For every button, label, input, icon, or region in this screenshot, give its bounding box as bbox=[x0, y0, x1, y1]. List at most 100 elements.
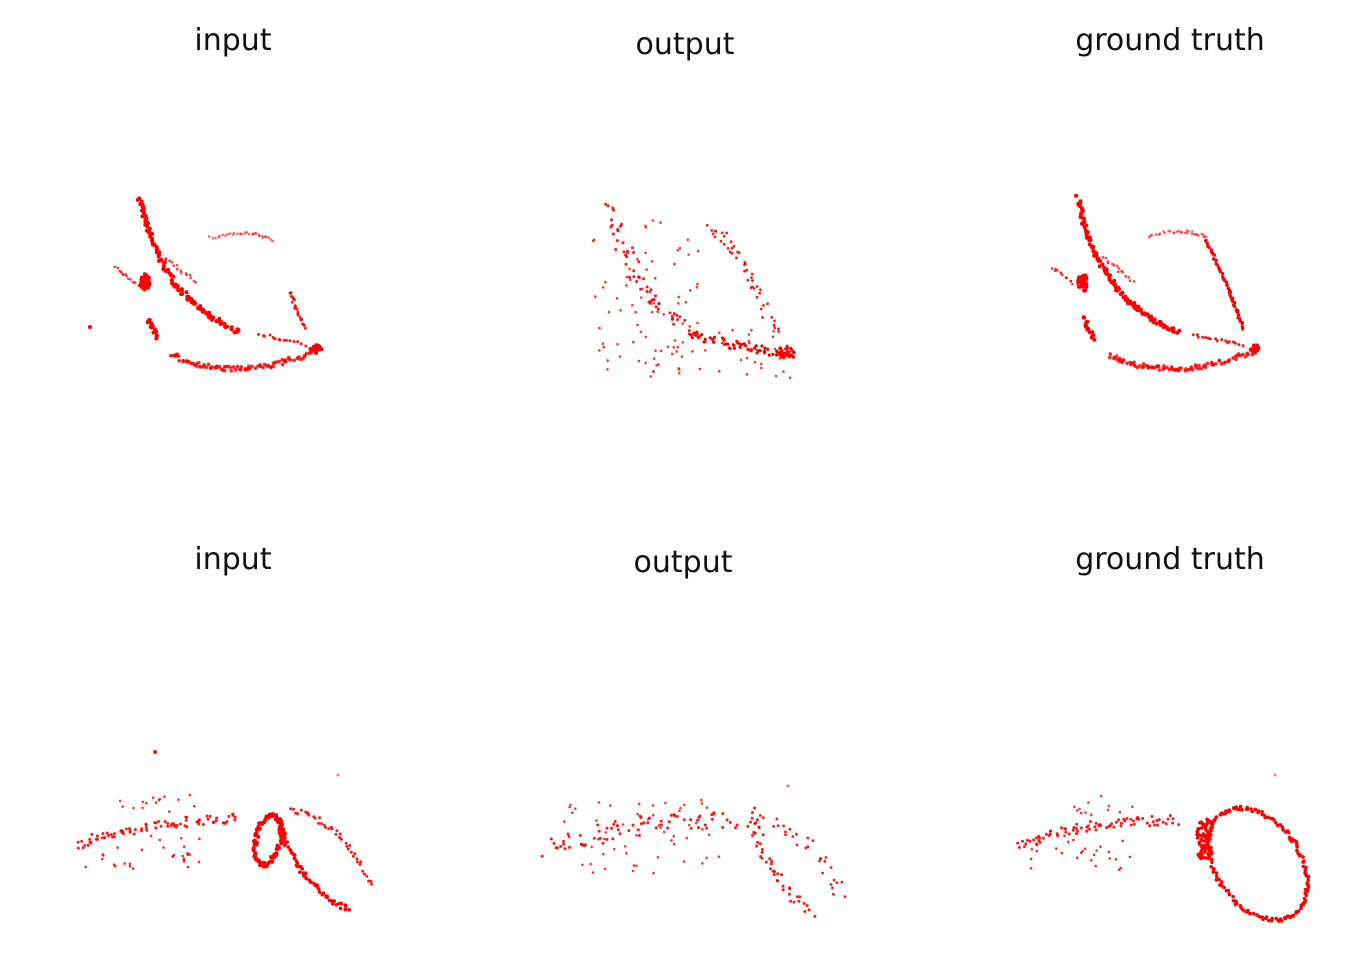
point bbox=[1212, 867, 1216, 871]
point bbox=[100, 836, 104, 840]
point bbox=[771, 335, 775, 339]
point bbox=[750, 816, 754, 820]
point bbox=[1107, 275, 1112, 280]
point bbox=[659, 221, 662, 224]
point bbox=[676, 345, 679, 349]
point bbox=[1073, 805, 1076, 809]
point bbox=[1251, 911, 1256, 916]
point bbox=[1093, 825, 1097, 829]
point bbox=[1240, 321, 1244, 326]
point bbox=[589, 862, 592, 866]
point bbox=[568, 805, 571, 809]
point bbox=[632, 269, 636, 273]
point bbox=[754, 821, 758, 825]
point bbox=[296, 340, 300, 344]
point bbox=[606, 359, 609, 362]
point bbox=[1165, 365, 1169, 370]
point bbox=[1232, 304, 1237, 309]
point bbox=[772, 330, 775, 333]
point bbox=[1141, 365, 1146, 369]
point bbox=[750, 328, 753, 332]
point bbox=[252, 839, 256, 844]
point bbox=[728, 250, 732, 254]
point bbox=[735, 823, 739, 827]
point bbox=[750, 272, 754, 276]
point bbox=[762, 816, 765, 820]
point-cloud-2-2 bbox=[540, 784, 847, 918]
point bbox=[1304, 865, 1308, 870]
point bbox=[607, 310, 611, 314]
point bbox=[654, 294, 657, 298]
point bbox=[101, 832, 105, 835]
point bbox=[775, 879, 779, 883]
point bbox=[1214, 815, 1219, 819]
point bbox=[183, 824, 187, 828]
point bbox=[650, 298, 654, 302]
point bbox=[1117, 266, 1121, 270]
point bbox=[1115, 820, 1118, 824]
point bbox=[146, 280, 151, 285]
point bbox=[1231, 806, 1236, 810]
point-cloud-2-3 bbox=[1016, 773, 1311, 923]
point bbox=[1209, 865, 1213, 869]
point bbox=[1202, 235, 1205, 239]
point bbox=[684, 301, 688, 304]
point bbox=[103, 836, 107, 840]
point bbox=[1117, 818, 1121, 822]
point bbox=[140, 829, 143, 833]
point bbox=[631, 823, 635, 827]
point bbox=[339, 901, 344, 906]
point bbox=[700, 802, 704, 805]
point bbox=[787, 892, 791, 896]
point bbox=[172, 822, 176, 826]
point bbox=[1119, 824, 1123, 828]
point bbox=[154, 336, 159, 341]
point bbox=[1132, 280, 1136, 283]
point bbox=[1138, 307, 1143, 312]
point bbox=[1243, 909, 1248, 914]
point bbox=[611, 232, 615, 236]
point bbox=[1250, 809, 1255, 814]
point bbox=[1067, 832, 1071, 836]
point bbox=[605, 837, 609, 841]
point bbox=[1207, 839, 1211, 843]
point bbox=[652, 302, 655, 305]
point bbox=[1169, 229, 1172, 233]
point bbox=[1162, 324, 1167, 328]
point bbox=[1074, 193, 1079, 198]
point bbox=[1220, 338, 1224, 342]
point bbox=[1065, 276, 1068, 279]
point bbox=[1049, 829, 1052, 833]
point bbox=[1063, 834, 1066, 838]
point bbox=[1162, 364, 1166, 368]
point bbox=[1171, 821, 1175, 825]
point bbox=[731, 342, 735, 346]
point bbox=[344, 841, 348, 845]
point bbox=[215, 816, 219, 820]
point bbox=[1154, 233, 1158, 236]
point bbox=[219, 367, 224, 372]
point bbox=[1115, 264, 1119, 268]
point bbox=[680, 355, 684, 359]
point bbox=[83, 844, 87, 847]
point bbox=[157, 820, 160, 823]
point bbox=[232, 231, 236, 235]
point bbox=[675, 313, 679, 317]
point bbox=[1029, 857, 1033, 861]
point bbox=[712, 335, 717, 339]
point bbox=[768, 867, 772, 871]
point bbox=[139, 275, 144, 280]
point bbox=[788, 376, 792, 380]
panel-title-r2c3: ground truth bbox=[1075, 542, 1265, 577]
point bbox=[1025, 838, 1029, 842]
point bbox=[788, 886, 791, 890]
point bbox=[1129, 817, 1133, 821]
point bbox=[676, 248, 680, 252]
point bbox=[624, 262, 628, 266]
point bbox=[1021, 839, 1024, 843]
point bbox=[278, 338, 282, 342]
point bbox=[193, 804, 196, 808]
point bbox=[1212, 253, 1217, 257]
point bbox=[759, 855, 763, 858]
point bbox=[657, 302, 661, 306]
